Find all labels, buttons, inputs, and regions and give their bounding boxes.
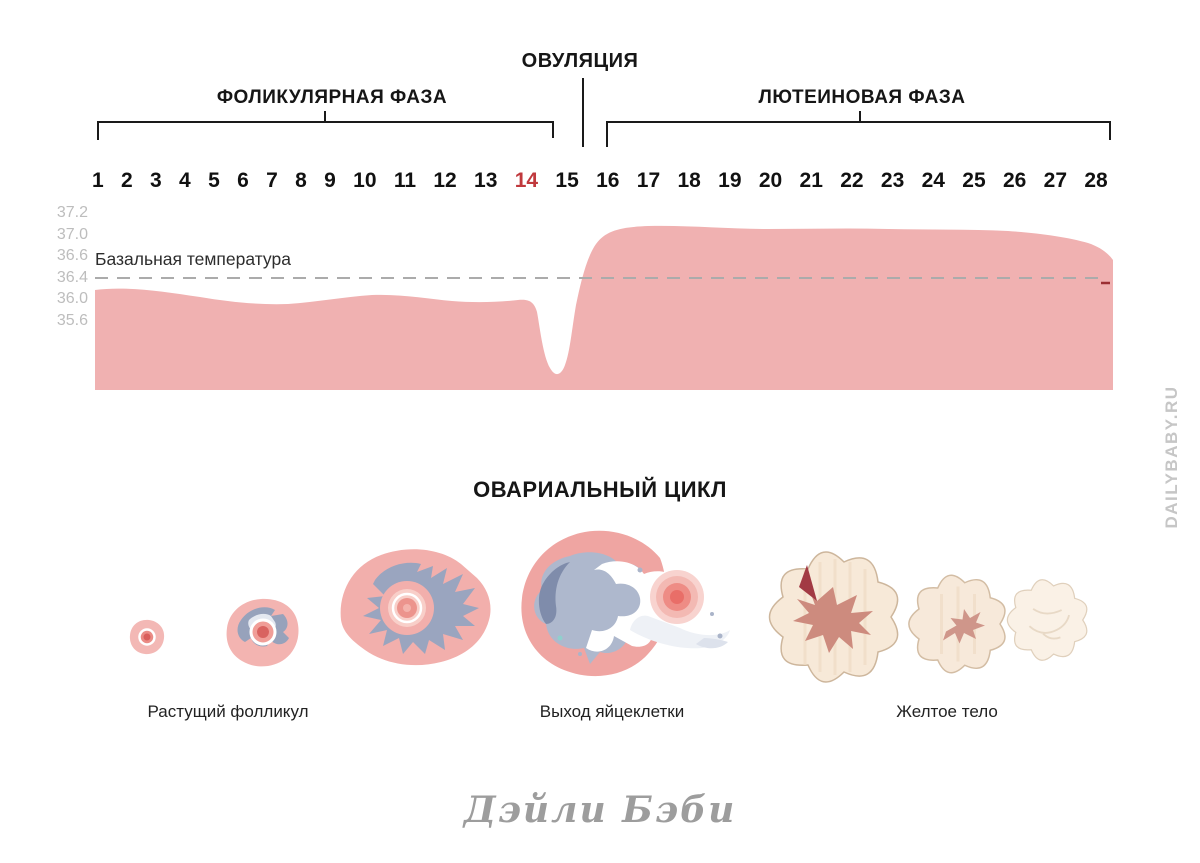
day-number-24: 24 [921, 169, 945, 192]
y-axis-labels: 37.2 37.0 36.6 36.4 36.0 35.6 [42, 202, 88, 332]
follicular-phase-label: ФОЛИКУЛЯРНАЯ ФАЗА [216, 87, 448, 108]
day-number-11: 11 [393, 169, 417, 192]
luteal-phase-label: ЛЮТЕИНОВАЯ ФАЗА [758, 87, 966, 108]
day-number-28: 28 [1084, 169, 1108, 192]
corpus-luteum-medium-illustration [908, 574, 1006, 674]
luteal-bracket [606, 121, 1111, 147]
day-number-13: 13 [474, 169, 498, 192]
day-number-19: 19 [718, 169, 742, 192]
day-number-8: 8 [295, 169, 307, 192]
y-axis-tick: 36.0 [56, 290, 88, 308]
daily-baby-logo: Дэйли Бэби [463, 789, 737, 831]
follicle-medium-illustration [226, 598, 299, 667]
day-number-9: 9 [324, 169, 336, 192]
day-number-26: 26 [1002, 169, 1027, 192]
y-axis-tick: 36.6 [56, 247, 88, 265]
day-number-20: 20 [758, 169, 783, 192]
y-axis-tick: 36.4 [56, 268, 88, 286]
day-number-22: 22 [840, 169, 864, 192]
ovulation-label: ОВУЛЯЦИЯ [521, 50, 639, 72]
basal-temperature-label: Базальная температура [95, 249, 291, 269]
ovarian-cycle-title: ОВАРИАЛЬНЫЙ ЦИКЛ [473, 477, 727, 502]
day-number-21: 21 [799, 169, 823, 192]
day-number-16: 16 [596, 169, 620, 192]
day-number-18: 18 [677, 169, 701, 192]
basal-temperature-chart [95, 225, 1113, 390]
day-number-23: 23 [880, 169, 905, 192]
day-numbers: 1 2 3 4 5 6 7 8 9 10 11 12 13 14 15 16 17 18 19 20 21 22 23 24 2… [92, 167, 1108, 195]
day-number-2: 2 [121, 169, 133, 192]
day-number-15: 15 [555, 169, 579, 192]
day-number-12: 12 [433, 169, 457, 192]
egg-release-illustration [521, 530, 730, 677]
day-number-17: 17 [636, 169, 661, 192]
day-number-25: 25 [962, 169, 986, 192]
y-axis-tick: 37.2 [56, 204, 88, 221]
watermark-vertical-text: DAILYBABY.RU [1162, 385, 1181, 529]
caption-corpus-luteum: Желтое тело [896, 702, 998, 721]
day-number-4: 4 [179, 169, 191, 192]
y-axis-tick: 37.0 [56, 225, 88, 243]
day-number-5: 5 [208, 169, 220, 192]
day-number-3: 3 [150, 169, 162, 192]
phase-brackets [97, 78, 1111, 147]
caption-egg-release: Выход яйцеклетки [539, 702, 685, 721]
released-egg [650, 570, 704, 624]
follicle-small-illustration [129, 619, 165, 655]
y-axis-tick: 35.6 [56, 311, 88, 329]
follicle-large-illustration [340, 549, 491, 666]
day-number-7: 7 [266, 169, 278, 192]
day-number-6: 6 [237, 169, 249, 192]
day-number-27: 27 [1043, 169, 1068, 192]
corpus-luteum-faded-illustration [1006, 579, 1088, 661]
day-number-14: 14 [514, 169, 539, 192]
day-number-1: 1 [92, 169, 104, 192]
corpus-luteum-large-illustration [768, 551, 899, 683]
day-number-10: 10 [353, 169, 377, 192]
caption-growing-follicle: Растущий фолликул [147, 702, 309, 721]
temperature-area [95, 225, 1113, 390]
follicular-bracket [97, 121, 554, 140]
ovarian-cycle-illustrations [129, 530, 1088, 683]
